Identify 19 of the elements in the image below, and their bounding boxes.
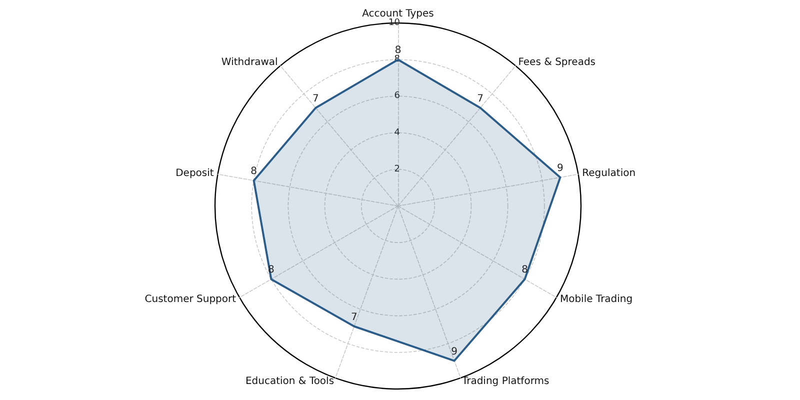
data-label: 9: [451, 346, 458, 358]
y-tick-label: 6: [394, 91, 400, 102]
data-label: 7: [312, 93, 319, 104]
data-label: 7: [351, 312, 358, 323]
spoke-label: Education & Tools: [245, 376, 334, 388]
spoke-label: Regulation: [582, 168, 636, 180]
data-label: 9: [557, 162, 564, 174]
spoke-label: Customer Support: [144, 294, 236, 305]
y-tick-label: 2: [394, 164, 400, 174]
spoke-label: Mobile Trading: [560, 294, 633, 305]
spoke-label: Trading Platforms: [460, 376, 550, 388]
spoke-label: Deposit: [176, 168, 214, 180]
spoke-label: Withdrawal: [221, 57, 278, 68]
y-tick-label: 4: [394, 128, 400, 138]
data-label: 8: [522, 264, 528, 276]
data-label: 7: [477, 93, 484, 104]
spoke-label: Account Types: [362, 8, 434, 20]
spoke-label: Fees & Spreads: [518, 57, 596, 68]
data-label: 8: [250, 166, 258, 178]
